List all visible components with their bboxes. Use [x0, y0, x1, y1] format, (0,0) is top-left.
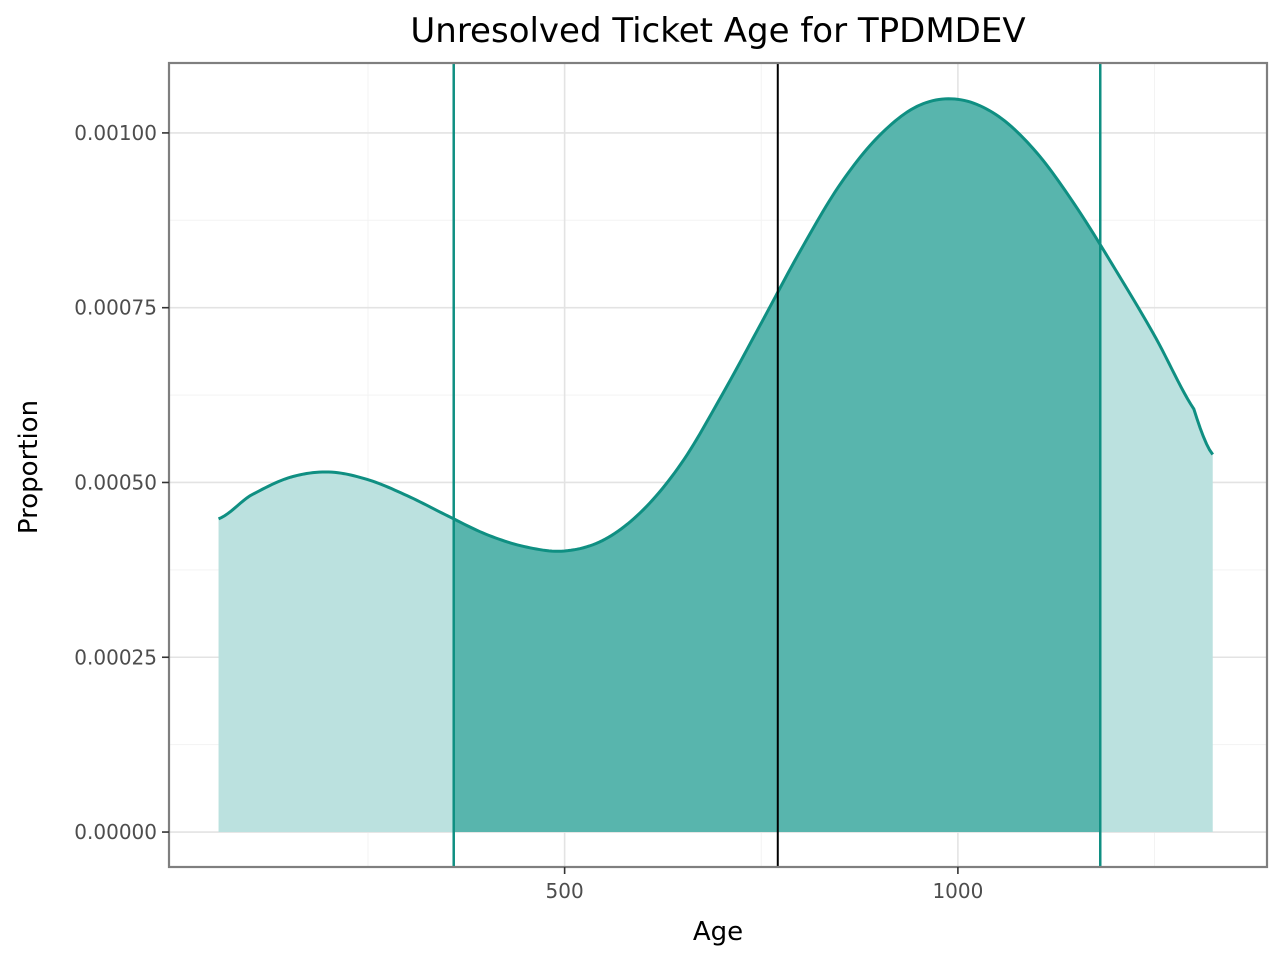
y-axis-title: Proportion: [14, 400, 44, 534]
y-tick-label: 0.00100: [74, 121, 157, 145]
chart-title: Unresolved Ticket Age for TPDMDEV: [410, 11, 1025, 51]
panel-border: [167, 61, 1269, 869]
x-tick-label: 500: [546, 879, 584, 903]
density-curve: [217, 97, 1214, 553]
x-tick-label: 1000: [932, 879, 983, 903]
plot-panel: 500 1000 0.00000 0.00025 0.00050 0.00075 0.001…: [74, 61, 1269, 903]
y-tick-label: 0.00075: [74, 296, 157, 320]
x-axis-title: Age: [693, 917, 743, 947]
y-tick-label: 0.00000: [74, 820, 157, 844]
y-tick-label: 0.00025: [74, 645, 157, 669]
y-tick-label: 0.00050: [74, 470, 157, 494]
